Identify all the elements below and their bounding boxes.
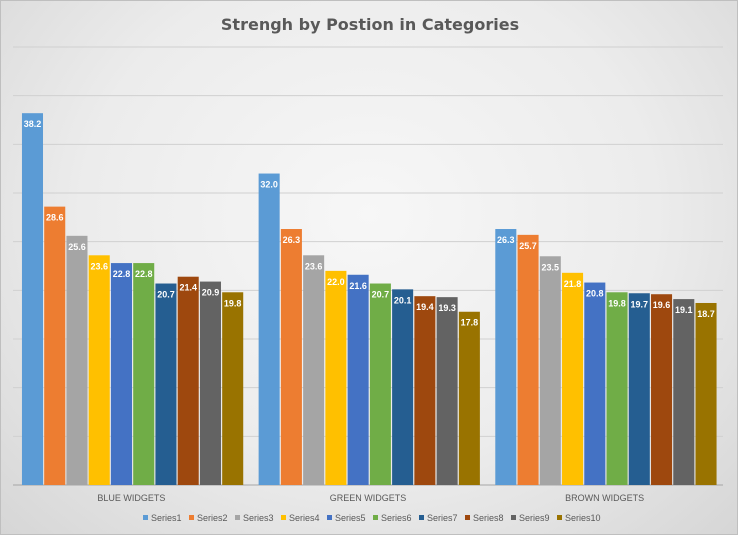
legend-item-series3[interactable]: Series3 xyxy=(235,513,274,523)
data-label: 23.5 xyxy=(542,262,560,272)
data-label: 19.6 xyxy=(653,300,671,310)
bar-series7-0 xyxy=(155,283,177,485)
legend-label: Series3 xyxy=(243,513,274,523)
bar-series6-0 xyxy=(133,263,155,485)
data-label: 17.8 xyxy=(461,318,479,328)
data-label: 25.6 xyxy=(68,242,86,252)
legend-swatch xyxy=(557,515,562,520)
legend-item-series6[interactable]: Series6 xyxy=(373,513,412,523)
bar-series9-0 xyxy=(199,281,221,485)
bar-series3-1 xyxy=(303,255,325,485)
data-label: 22.0 xyxy=(327,277,345,287)
legend-item-series5[interactable]: Series5 xyxy=(327,513,366,523)
data-label: 19.7 xyxy=(631,299,649,309)
bar-series5-1 xyxy=(347,274,369,485)
legend-label: Series6 xyxy=(381,513,412,523)
data-label: 19.3 xyxy=(438,303,456,313)
data-label: 21.6 xyxy=(349,281,367,291)
bar-series9-1 xyxy=(436,297,458,485)
legend-swatch xyxy=(281,515,286,520)
bar-series9-2 xyxy=(673,299,695,485)
data-label: 20.7 xyxy=(157,290,175,300)
category-label: BROWN WIDGETS xyxy=(565,493,644,503)
data-label: 19.8 xyxy=(224,298,242,308)
legend-item-series8[interactable]: Series8 xyxy=(465,513,504,523)
bar-series3-0 xyxy=(66,235,88,485)
legend-label: Series2 xyxy=(197,513,228,523)
bar-series8-0 xyxy=(177,276,199,485)
legend-label: Series4 xyxy=(289,513,320,523)
bar-series5-2 xyxy=(584,282,606,485)
data-label: 20.9 xyxy=(202,288,220,298)
data-label: 28.6 xyxy=(46,213,64,223)
legend-item-series1[interactable]: Series1 xyxy=(143,513,182,523)
category-label: GREEN WIDGETS xyxy=(330,493,407,503)
data-label: 19.1 xyxy=(675,305,693,315)
legend-swatch xyxy=(189,515,194,520)
bar-series10-0 xyxy=(222,292,244,485)
category-label: BLUE WIDGETS xyxy=(97,493,165,503)
legend-label: Series5 xyxy=(335,513,366,523)
bar-series2-1 xyxy=(280,229,302,485)
data-label: 21.4 xyxy=(179,283,197,293)
data-label: 19.8 xyxy=(608,298,626,308)
bar-series8-2 xyxy=(651,294,673,485)
legend-item-series4[interactable]: Series4 xyxy=(281,513,320,523)
bar-series4-2 xyxy=(562,272,584,485)
legend-label: Series8 xyxy=(473,513,504,523)
chart-title: Strengh by Postion in Categories xyxy=(221,15,519,34)
bar-series4-0 xyxy=(88,255,110,485)
bar-series2-2 xyxy=(517,234,539,485)
legend-label: Series1 xyxy=(151,513,182,523)
data-label: 23.6 xyxy=(90,261,108,271)
bar-series1-1 xyxy=(258,173,280,486)
bar-series6-1 xyxy=(369,283,391,485)
bar-series2-0 xyxy=(44,206,66,486)
data-label: 22.8 xyxy=(113,269,131,279)
data-label: 22.8 xyxy=(135,269,153,279)
bar-series8-1 xyxy=(414,296,436,485)
data-label: 26.3 xyxy=(283,235,301,245)
bar-series5-0 xyxy=(110,263,132,485)
legend-item-series2[interactable]: Series2 xyxy=(189,513,228,523)
legend-swatch xyxy=(327,515,332,520)
data-label: 20.1 xyxy=(394,295,412,305)
bar-series7-2 xyxy=(628,293,650,485)
data-label: 25.7 xyxy=(519,241,537,251)
legend-label: Series10 xyxy=(565,513,601,523)
data-label: 26.3 xyxy=(497,235,515,245)
bar-series10-2 xyxy=(695,302,717,485)
data-label: 23.6 xyxy=(305,261,323,271)
legend-label: Series9 xyxy=(519,513,550,523)
data-label: 19.4 xyxy=(416,302,434,312)
data-label: 20.8 xyxy=(586,289,604,299)
bar-series10-1 xyxy=(458,311,480,485)
data-label: 38.2 xyxy=(24,119,42,129)
bar-series1-2 xyxy=(495,229,517,485)
legend-swatch xyxy=(419,515,424,520)
legend-swatch xyxy=(511,515,516,520)
bar-series3-2 xyxy=(539,256,561,485)
legend-item-series9[interactable]: Series9 xyxy=(511,513,550,523)
legend-item-series7[interactable]: Series7 xyxy=(419,513,458,523)
data-label: 20.7 xyxy=(372,290,390,300)
legend-swatch xyxy=(465,515,470,520)
legend-swatch xyxy=(143,515,148,520)
bar-series6-2 xyxy=(606,292,628,485)
bar-series1-0 xyxy=(21,113,44,485)
data-label: 32.0 xyxy=(260,180,278,190)
data-label: 18.7 xyxy=(697,309,715,319)
data-label: 21.8 xyxy=(564,279,582,289)
legend-swatch xyxy=(235,515,240,520)
legend-label: Series7 xyxy=(427,513,458,523)
bar-series7-1 xyxy=(392,289,414,485)
legend-item-series10[interactable]: Series10 xyxy=(557,513,601,523)
bar-series4-1 xyxy=(325,270,347,485)
legend-swatch xyxy=(373,515,378,520)
